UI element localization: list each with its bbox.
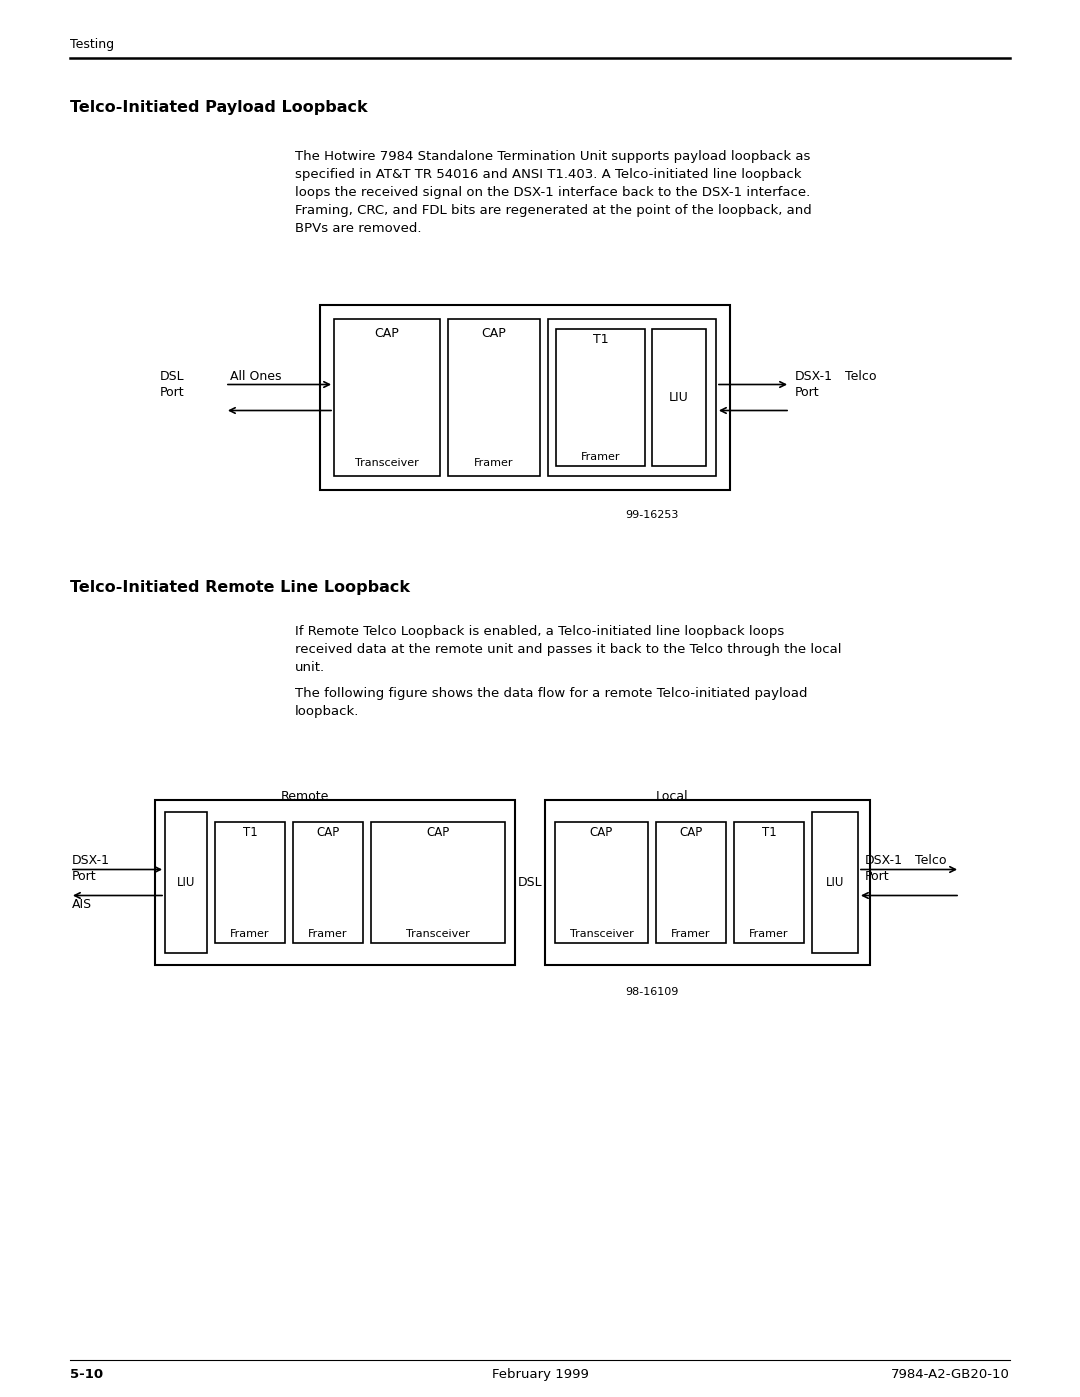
Bar — [656, 821, 726, 943]
Text: LIU: LIU — [826, 876, 845, 888]
Text: 98-16109: 98-16109 — [625, 988, 678, 997]
Text: T1: T1 — [243, 826, 257, 840]
Bar — [548, 319, 716, 476]
Bar — [293, 821, 363, 943]
Text: Local: Local — [656, 789, 688, 803]
Text: Port: Port — [160, 386, 185, 398]
Text: DSX-1: DSX-1 — [72, 855, 110, 868]
Bar — [165, 812, 207, 953]
Text: Transceiver: Transceiver — [406, 929, 470, 939]
Text: February 1999: February 1999 — [491, 1368, 589, 1382]
Text: loops the received signal on the DSX-1 interface back to the DSX-1 interface.: loops the received signal on the DSX-1 i… — [295, 186, 810, 198]
Bar — [156, 800, 515, 965]
Text: Port: Port — [795, 386, 820, 398]
Text: Telco: Telco — [845, 369, 877, 383]
Text: All Ones: All Ones — [230, 369, 282, 383]
Bar — [215, 821, 285, 943]
Text: T1: T1 — [761, 826, 777, 840]
Bar — [320, 305, 730, 490]
Text: 7984-A2-GB20-10: 7984-A2-GB20-10 — [891, 1368, 1010, 1382]
Text: T1: T1 — [593, 332, 608, 346]
Text: CAP: CAP — [375, 327, 400, 339]
Text: CAP: CAP — [316, 826, 339, 840]
Text: Testing: Testing — [70, 38, 114, 52]
Text: Port: Port — [72, 870, 96, 883]
Text: Telco-Initiated Payload Loopback: Telco-Initiated Payload Loopback — [70, 101, 367, 115]
Text: CAP: CAP — [482, 327, 507, 339]
Text: Framer: Framer — [308, 929, 348, 939]
Text: The following figure shows the data flow for a remote Telco-initiated payload: The following figure shows the data flow… — [295, 687, 808, 700]
Bar — [652, 330, 706, 467]
Text: DSL: DSL — [517, 876, 542, 888]
Text: AIS: AIS — [72, 897, 92, 911]
Bar — [448, 319, 540, 476]
Bar — [556, 330, 645, 467]
Text: Transceiver: Transceiver — [355, 458, 419, 468]
Bar — [555, 821, 648, 943]
Text: Framer: Framer — [230, 929, 270, 939]
Text: BPVs are removed.: BPVs are removed. — [295, 222, 421, 235]
Text: loopback.: loopback. — [295, 705, 360, 718]
Text: Telco-Initiated Remote Line Loopback: Telco-Initiated Remote Line Loopback — [70, 580, 410, 595]
Text: Framer: Framer — [672, 929, 711, 939]
Text: unit.: unit. — [295, 661, 325, 673]
Bar — [734, 821, 804, 943]
Text: 5-10: 5-10 — [70, 1368, 103, 1382]
Text: DSX-1: DSX-1 — [865, 855, 903, 868]
Text: specified in AT&T TR 54016 and ANSI T1.403. A Telco-initiated line loopback: specified in AT&T TR 54016 and ANSI T1.4… — [295, 168, 801, 182]
Bar — [372, 821, 505, 943]
Text: Remote: Remote — [281, 789, 329, 803]
Text: CAP: CAP — [590, 826, 613, 840]
Bar — [545, 800, 870, 965]
Text: Transceiver: Transceiver — [569, 929, 633, 939]
Text: The Hotwire 7984 Standalone Termination Unit supports payload loopback as: The Hotwire 7984 Standalone Termination … — [295, 149, 810, 163]
Bar — [812, 812, 858, 953]
Text: LIU: LIU — [670, 391, 689, 404]
Text: CAP: CAP — [679, 826, 703, 840]
Text: Framer: Framer — [750, 929, 788, 939]
Text: received data at the remote unit and passes it back to the Telco through the loc: received data at the remote unit and pas… — [295, 643, 841, 657]
Text: Framer: Framer — [474, 458, 514, 468]
Text: If Remote Telco Loopback is enabled, a Telco-initiated line loopback loops: If Remote Telco Loopback is enabled, a T… — [295, 624, 784, 638]
Text: Framing, CRC, and FDL bits are regenerated at the point of the loopback, and: Framing, CRC, and FDL bits are regenerat… — [295, 204, 812, 217]
Text: Telco: Telco — [915, 855, 946, 868]
Text: DSX-1: DSX-1 — [795, 369, 833, 383]
Text: Port: Port — [865, 870, 890, 883]
Text: Framer: Framer — [581, 453, 620, 462]
Text: DSL: DSL — [160, 369, 185, 383]
Text: LIU: LIU — [177, 876, 195, 888]
Bar — [334, 319, 440, 476]
Text: CAP: CAP — [427, 826, 449, 840]
Text: 99-16253: 99-16253 — [625, 510, 678, 520]
